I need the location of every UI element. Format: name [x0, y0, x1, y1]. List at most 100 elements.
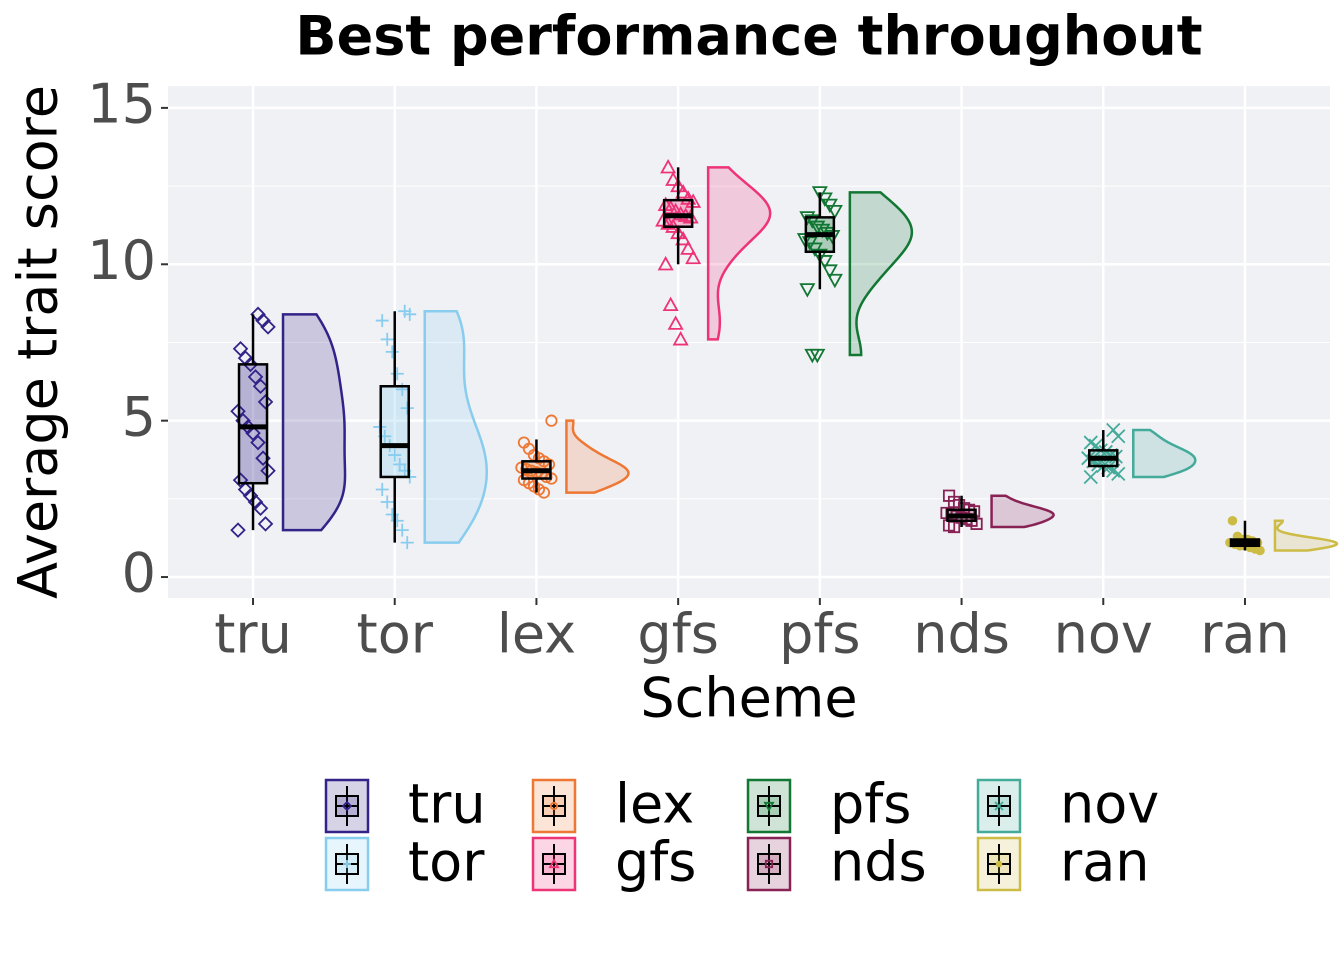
- half-violin: [706, 166, 772, 341]
- point: [375, 314, 389, 328]
- x-tick-label: tor: [357, 603, 434, 666]
- point: [388, 448, 402, 462]
- legend-label: gfs: [615, 831, 696, 894]
- point: [821, 264, 838, 279]
- point: [816, 192, 833, 207]
- point: [680, 240, 697, 255]
- point: [400, 536, 414, 550]
- point: [665, 171, 682, 186]
- point: [1083, 469, 1098, 485]
- legend-label: nov: [1060, 773, 1159, 836]
- legend-symbol: [548, 858, 560, 869]
- point: [257, 394, 274, 410]
- x-tick-label: nds: [913, 603, 1010, 666]
- point: [826, 205, 843, 220]
- half-violin: [1273, 519, 1339, 552]
- point: [242, 487, 259, 504]
- point: [1227, 515, 1238, 526]
- point: [947, 495, 961, 509]
- point: [250, 434, 266, 451]
- point: [242, 356, 259, 373]
- point: [942, 489, 956, 502]
- point: [260, 319, 276, 335]
- x-tick-label: gfs: [637, 603, 718, 666]
- legend-symbol: [341, 800, 353, 812]
- point: [816, 255, 833, 270]
- point: [799, 283, 816, 298]
- x-axis-title: Scheme: [640, 667, 857, 730]
- x-tick-label: pfs: [779, 603, 860, 666]
- half-violin: [1132, 428, 1197, 479]
- grid: 0 5 10 15 tru tor lex gfs pfs nds nov ran: [87, 73, 1330, 666]
- half-violin: [990, 494, 1055, 529]
- x-tick-label: nov: [1054, 603, 1153, 666]
- chart-title: Best performance throughout: [295, 5, 1202, 68]
- y-axis-title: Average trait score: [7, 85, 70, 599]
- point: [400, 401, 414, 415]
- point: [811, 186, 828, 201]
- point: [390, 367, 404, 381]
- marks: [230, 158, 1339, 556]
- y-tick-label: 0: [122, 542, 156, 605]
- box: [237, 363, 269, 485]
- point: [1083, 435, 1098, 450]
- point: [230, 522, 246, 538]
- legend-symbol: [995, 860, 1003, 868]
- point: [660, 158, 677, 174]
- legend-label: lex: [615, 773, 694, 836]
- point: [380, 332, 394, 346]
- legend-label: ran: [1060, 831, 1150, 894]
- legend-symbol: [763, 801, 775, 812]
- legend-label: tor: [408, 831, 485, 894]
- x-tick-label: tru: [214, 603, 292, 666]
- point: [252, 500, 269, 517]
- point: [380, 495, 394, 509]
- point: [247, 369, 264, 385]
- point: [809, 220, 826, 236]
- point: [517, 473, 531, 487]
- point: [255, 312, 271, 329]
- point: [393, 457, 407, 471]
- x-tick-label: lex: [497, 603, 576, 666]
- point: [1106, 422, 1121, 438]
- point: [245, 425, 261, 441]
- legend-label: pfs: [830, 773, 911, 836]
- point: [545, 414, 558, 427]
- point: [385, 345, 399, 359]
- point: [672, 330, 689, 346]
- point: [662, 296, 679, 312]
- y-tick-label: 15: [87, 73, 156, 136]
- point: [657, 255, 674, 271]
- point: [247, 494, 264, 510]
- half-violin: [423, 309, 488, 544]
- point: [398, 304, 412, 318]
- point: [250, 306, 266, 323]
- point: [232, 340, 249, 357]
- legend-label: nds: [830, 831, 927, 894]
- legend-label: tru: [408, 773, 486, 836]
- point: [237, 481, 254, 498]
- point: [385, 507, 399, 521]
- point: [657, 196, 674, 211]
- box: [379, 385, 410, 479]
- legend-symbol: [764, 859, 774, 869]
- point: [811, 248, 828, 264]
- y-tick-label: 10: [87, 229, 156, 292]
- point: [375, 482, 389, 496]
- legend-symbol: [994, 801, 1004, 811]
- point: [232, 472, 249, 488]
- x-tick-label: ran: [1200, 603, 1290, 666]
- point: [395, 523, 409, 537]
- point: [517, 436, 531, 449]
- point: [662, 199, 679, 215]
- point: [806, 242, 823, 257]
- point: [821, 198, 838, 214]
- point: [685, 249, 702, 265]
- legend-symbol: [343, 860, 351, 868]
- legend-symbol: [549, 801, 559, 811]
- point: [804, 348, 821, 364]
- point: [667, 315, 684, 330]
